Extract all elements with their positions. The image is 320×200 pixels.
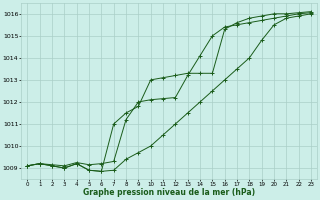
- X-axis label: Graphe pression niveau de la mer (hPa): Graphe pression niveau de la mer (hPa): [83, 188, 255, 197]
